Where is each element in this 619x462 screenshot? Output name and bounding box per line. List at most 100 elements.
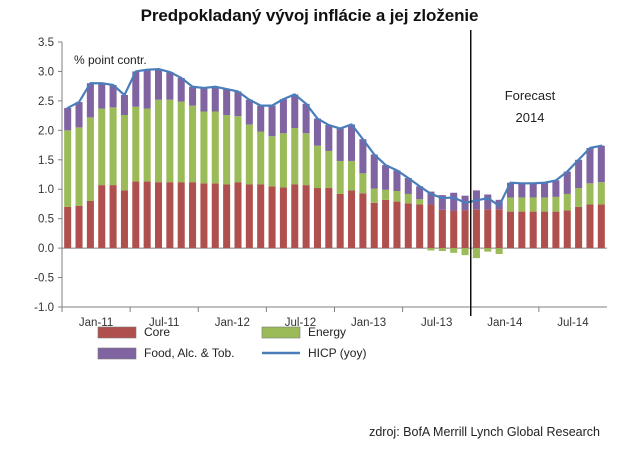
bar-segment-food bbox=[302, 103, 310, 134]
bar-segment-core bbox=[143, 181, 151, 249]
bar-segment-energy bbox=[336, 160, 344, 194]
bar-segment-core bbox=[563, 210, 571, 249]
bar-segment-energy bbox=[552, 196, 560, 212]
y-axis-tick-label: -1.0 bbox=[34, 302, 54, 314]
bar-segment-energy bbox=[597, 182, 605, 205]
bar-segment-food bbox=[336, 128, 344, 161]
legend-swatch-energy bbox=[261, 326, 301, 339]
legend-swatch-core bbox=[97, 326, 137, 339]
forecast-annotation-line2: 2014 bbox=[516, 110, 545, 125]
y-axis-tick-label: -0.5 bbox=[34, 273, 54, 285]
bar-segment-core bbox=[154, 182, 163, 249]
bar-segment-energy bbox=[75, 127, 83, 206]
bar-segment-energy bbox=[370, 188, 378, 203]
bar-segment-energy bbox=[98, 108, 106, 186]
bar-segment-core bbox=[382, 199, 390, 249]
x-axis-tick-label: Jan-11 bbox=[79, 317, 113, 329]
bar-segment-core bbox=[189, 182, 197, 249]
bar-segment-core bbox=[359, 193, 367, 249]
bar-segment-energy bbox=[416, 199, 424, 205]
bar-segment-food bbox=[291, 94, 299, 128]
bar-segment-food bbox=[109, 84, 117, 108]
bar-segment-food bbox=[154, 69, 163, 100]
bar-segment-core bbox=[177, 182, 185, 249]
bar-segment-food bbox=[416, 186, 424, 200]
hicp-yoy-line bbox=[66, 67, 603, 207]
x-axis-tick-label: Jul-12 bbox=[285, 317, 316, 329]
bar-segment-core bbox=[336, 193, 344, 249]
bar-segment-energy bbox=[211, 111, 219, 184]
forecast-annotation-line1: Forecast bbox=[505, 88, 556, 103]
bar-segment-core bbox=[472, 209, 480, 249]
bar-segment-core bbox=[75, 205, 83, 249]
bar-segment-energy bbox=[506, 197, 515, 212]
annotations-layer: % point contr. Forecast 2014 bbox=[74, 53, 556, 125]
bar-segment-core bbox=[506, 211, 515, 249]
bar-segment-core bbox=[109, 185, 117, 249]
bar-segment-food bbox=[64, 107, 72, 131]
bar-segment-food bbox=[552, 180, 560, 197]
bar-segment-food bbox=[200, 87, 208, 112]
bar-segment-energy bbox=[109, 107, 117, 186]
bar-segment-core bbox=[427, 204, 435, 249]
y-axis-tick-label: 1.5 bbox=[38, 155, 54, 167]
bar-segment-food bbox=[529, 183, 537, 198]
bar-segment-food bbox=[234, 91, 242, 117]
bar-segment-energy bbox=[132, 106, 140, 182]
bar-segment-food bbox=[223, 89, 231, 116]
legend-item-core: Core bbox=[97, 325, 170, 339]
bar-segment-food bbox=[120, 95, 128, 116]
x-axis-tick-label: Jul-11 bbox=[149, 317, 179, 329]
bar-segment-energy bbox=[143, 108, 151, 182]
bar-segment-food bbox=[370, 154, 378, 189]
bar-segment-energy bbox=[223, 115, 231, 185]
bar-segment-core bbox=[552, 211, 560, 249]
bar-segment-food bbox=[189, 86, 197, 106]
bar-segment-food bbox=[348, 124, 356, 161]
bar-segment-energy bbox=[484, 248, 492, 252]
bar-segment-energy bbox=[268, 136, 276, 187]
bar-segment-food bbox=[404, 178, 412, 194]
bar-segment-core bbox=[370, 202, 378, 249]
bar-segment-food bbox=[177, 77, 185, 102]
bar-segment-energy bbox=[518, 197, 526, 212]
bar-segment-core bbox=[348, 190, 356, 249]
bar-segment-energy bbox=[245, 124, 253, 185]
bar-segment-food bbox=[484, 194, 492, 210]
bar-segment-core bbox=[529, 211, 537, 249]
bar-segment-food bbox=[211, 86, 219, 112]
bar-segment-core bbox=[211, 183, 219, 249]
bar-segment-energy bbox=[189, 105, 197, 183]
bar-segment-energy bbox=[575, 188, 583, 207]
x-axis-tick-label: Jul-14 bbox=[557, 317, 589, 329]
bar-segment-core bbox=[438, 209, 446, 249]
bar-segment-core bbox=[132, 181, 140, 249]
bar-segment-food bbox=[575, 159, 583, 189]
bar-segment-food bbox=[359, 139, 367, 174]
bar-segment-energy bbox=[393, 190, 401, 202]
bar-segment-core bbox=[518, 211, 526, 249]
bar-segment-energy bbox=[200, 111, 208, 184]
bar-segment-food bbox=[75, 102, 83, 128]
bar-segment-energy bbox=[257, 131, 265, 185]
bar-segment-energy bbox=[279, 133, 287, 188]
legend-item-hicp: HICP (yoy) bbox=[262, 346, 366, 360]
y-axis-tick-label: 0.0 bbox=[38, 243, 54, 255]
y-axis-tick-label: 2.0 bbox=[38, 125, 54, 137]
bar-segment-core bbox=[166, 182, 174, 249]
bar-segment-energy bbox=[586, 183, 594, 205]
bar-segment-energy bbox=[313, 145, 321, 189]
source-note: zdroj: BofA Merrill Lynch Global Researc… bbox=[369, 425, 600, 439]
legend-label-energy: Energy bbox=[308, 325, 346, 339]
bar-segment-energy bbox=[120, 115, 128, 191]
bar-segment-food bbox=[98, 83, 106, 109]
bar-segment-core bbox=[495, 209, 503, 249]
bar-segment-food bbox=[541, 182, 549, 198]
bar-segment-energy bbox=[495, 248, 503, 254]
bar-segment-food bbox=[143, 69, 151, 109]
bar-segment-energy bbox=[86, 117, 94, 201]
bar-segment-food bbox=[166, 72, 174, 100]
bar-segment-core bbox=[257, 184, 265, 249]
bar-segment-food bbox=[427, 191, 435, 205]
